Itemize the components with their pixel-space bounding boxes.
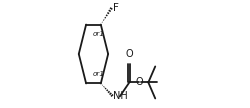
Text: NH: NH xyxy=(113,91,128,101)
Text: O: O xyxy=(136,77,143,87)
Text: O: O xyxy=(126,49,133,59)
Text: or1: or1 xyxy=(92,31,104,37)
Text: F: F xyxy=(113,3,119,13)
Text: or1: or1 xyxy=(92,71,104,77)
